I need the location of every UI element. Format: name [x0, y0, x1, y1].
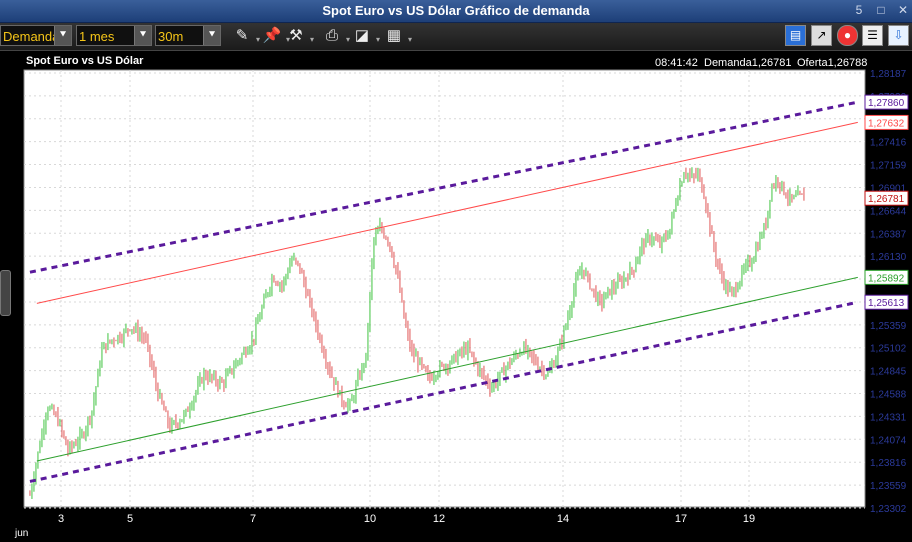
- y-tick-label: 1,25873: [870, 275, 907, 286]
- x-tick-label: 7: [250, 513, 256, 525]
- y-tick-label: 1,24331: [870, 412, 907, 423]
- candles: [29, 167, 805, 499]
- x-sub-label: jun: [14, 528, 28, 539]
- side-panel-handle[interactable]: [0, 270, 11, 316]
- price-tag-box: [864, 94, 909, 110]
- minimize-button[interactable]: 5: [855, 3, 863, 17]
- y-tick-label: 1,27416: [870, 138, 907, 149]
- y-tick-label: 1,26644: [870, 206, 907, 217]
- resistance-line: [36, 121, 858, 304]
- close-button[interactable]: ✕: [897, 3, 909, 17]
- plot-area: [23, 69, 866, 508]
- x-tick-label: 12: [433, 513, 445, 525]
- price-tag-box: [864, 190, 909, 206]
- y-tick-label: 1,27159: [870, 161, 907, 172]
- chart-type-icon[interactable]: ◪ ▾: [354, 27, 380, 44]
- x-tick-label: 14: [557, 513, 569, 525]
- y-tick-label: 1,26387: [870, 229, 907, 240]
- y-tick-label: 1,27930: [870, 92, 907, 103]
- x-tick-label: 3: [58, 513, 64, 525]
- price-type-select[interactable]: Demanda ⯆: [0, 25, 72, 46]
- pin-icon[interactable]: 📌 ▾: [262, 27, 290, 44]
- y-tick-label: 1,26901: [870, 184, 907, 195]
- price-type-value: Demanda: [3, 29, 60, 44]
- price-tag-label: 1,27632: [868, 118, 905, 129]
- chevron-down-icon: ⯆: [134, 26, 151, 45]
- price-tag-label: 1,26781: [868, 194, 905, 205]
- x-tick-label: 5: [127, 513, 133, 525]
- price-tag-label: 1,25613: [868, 298, 905, 309]
- price-tag-label: 1,27860: [868, 98, 905, 109]
- chart-time: 08:41:42: [655, 57, 698, 69]
- y-tick-label: 1,25102: [870, 344, 907, 355]
- trendlines: [29, 100, 859, 483]
- price-tag-box: [864, 294, 909, 310]
- print-icon[interactable]: ⎙ ▾: [325, 27, 350, 44]
- y-tick-label: 1,27673: [870, 115, 907, 126]
- toolbar: Demanda ⯆ 1 mes ⯆ 30m ⯆ ✎ ▾ 📌 ▾ ⚒ ▾ ⎙ ▾ ◪ ▾ ▦…: [0, 23, 912, 51]
- notes-icon[interactable]: ☰: [862, 25, 883, 46]
- chevron-down-icon: ⯆: [203, 26, 220, 45]
- y-tick-label: 1,28187: [870, 69, 907, 80]
- maximize-button[interactable]: □: [877, 3, 885, 17]
- support-line: [36, 276, 858, 462]
- y-tick-label: 1,23816: [870, 458, 907, 469]
- window-title: Spot Euro vs US Dólar Gráfico de demanda: [322, 3, 590, 18]
- period-select[interactable]: 1 mes ⯆: [76, 25, 152, 46]
- tools-icon[interactable]: ⚒ ▾: [289, 27, 314, 44]
- price-tag-label: 1,25892: [868, 273, 905, 284]
- bid-readout: Demanda1,26781: [704, 57, 792, 69]
- price-tag-box: [864, 269, 909, 285]
- price-tags: 1,27860 1,27632 1,26781 1,25892 1,25613: [864, 94, 909, 310]
- alert-icon[interactable]: ●: [837, 25, 858, 46]
- y-tick-label: 1,24074: [870, 435, 907, 446]
- ask-readout: Oferta1,26788: [797, 57, 868, 69]
- x-tick-label: 17: [675, 513, 687, 525]
- y-tick-label: 1,25616: [870, 298, 907, 309]
- channel-lower-line: [29, 300, 859, 483]
- y-tick-label: 1,26130: [870, 252, 907, 263]
- grid-icon[interactable]: ▦ ▾: [386, 27, 412, 44]
- chevron-down-icon: ⯆: [54, 26, 71, 45]
- layout-icon[interactable]: ▤: [785, 25, 806, 46]
- price-tag-box: [864, 114, 909, 130]
- indicator-icon[interactable]: ↗: [811, 25, 832, 46]
- y-tick-label: 1,24588: [870, 389, 907, 400]
- title-bar: Spot Euro vs US Dólar Gráfico de demanda…: [0, 0, 912, 23]
- y-tick-label: 1,23302: [870, 504, 907, 515]
- y-axis: 1,28187 1,27930 1,27673 1,27416 1,27159 1,269…: [870, 69, 907, 515]
- chart-title: Spot Euro vs US Dólar: [26, 55, 144, 67]
- interval-value: 30m: [158, 29, 184, 44]
- x-axis: 3 5 7 10 12 14 17 19 jun: [14, 513, 755, 539]
- channel-upper-line: [29, 100, 859, 274]
- period-value: 1 mes: [79, 29, 115, 44]
- x-tick-label: 10: [364, 513, 376, 525]
- gridlines: [24, 70, 865, 509]
- pencil-icon[interactable]: ✎ ▾: [235, 27, 260, 44]
- export-icon[interactable]: ⇩: [888, 25, 909, 46]
- y-tick-label: 1,25359: [870, 321, 907, 332]
- y-tick-label: 1,24845: [870, 367, 907, 378]
- x-tick-label: 19: [743, 513, 755, 525]
- y-tick-label: 1,23559: [870, 481, 907, 492]
- interval-select[interactable]: 30m ⯆: [155, 25, 221, 46]
